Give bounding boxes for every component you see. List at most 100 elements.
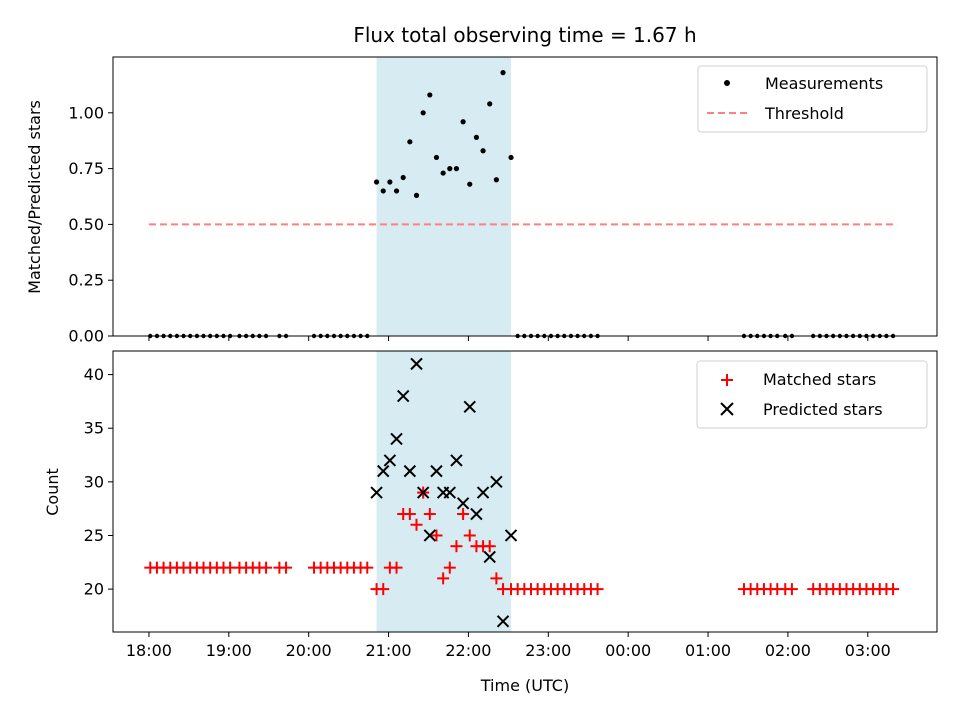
predicted-star-point — [410, 357, 423, 371]
matched-star-point — [430, 529, 443, 542]
top-legend-box — [697, 65, 928, 133]
predicted-star-point — [504, 529, 518, 542]
predicted-star-point — [396, 389, 410, 403]
bottom-legend-box — [696, 360, 928, 429]
top-axes-frame — [112, 56, 938, 337]
predicted-star-point — [463, 400, 476, 413]
x-tick-label: 19:00 — [206, 641, 252, 660]
x-tick-label: 23:00 — [525, 641, 571, 660]
legend-measurements-label: Measurements — [765, 74, 883, 93]
matched-star-point — [483, 540, 496, 553]
matched-star-point — [490, 572, 503, 585]
predicted-star-point — [370, 486, 383, 499]
matched-star-point — [280, 561, 293, 574]
legend-measurements-marker — [724, 80, 730, 86]
legend-predicted-label: Predicted stars — [763, 400, 883, 419]
x-tick-label: 03:00 — [845, 641, 891, 660]
matched-star-point — [457, 508, 470, 521]
bottom-marks — [144, 357, 900, 628]
matched-star-point — [591, 583, 604, 596]
matched-star-point — [463, 529, 476, 542]
top-shaded-span — [376, 57, 512, 336]
top-y-tick-label: 0.00 — [68, 327, 104, 346]
predicted-star-point — [483, 550, 496, 564]
measurement-point — [493, 177, 499, 183]
top-axes: 0.00 0.25 0.50 0.75 1.00 Flux total observin… — [25, 23, 938, 346]
bottom-axes-frame — [112, 350, 938, 633]
measurement-point — [473, 134, 480, 140]
predicted-star-point — [403, 464, 417, 478]
matched-star-point — [450, 540, 463, 553]
matched-star-point — [437, 572, 450, 585]
measurement-point — [413, 192, 420, 198]
measurement-point — [407, 139, 413, 145]
top-y-tick-label: 0.25 — [68, 271, 104, 290]
measurement-point — [420, 110, 426, 116]
matched-star-point — [423, 508, 436, 521]
matched-star-point — [887, 583, 900, 596]
measurement-point — [453, 166, 460, 172]
predicted-star-point — [377, 464, 390, 478]
bottom-y-axis-label: Count — [43, 468, 62, 516]
x-tick-label: 21:00 — [365, 641, 411, 660]
predicted-star-point — [470, 507, 483, 521]
measurement-point — [508, 154, 514, 161]
top-legend: Measurements Threshold — [697, 65, 928, 133]
measurement-point — [393, 188, 400, 194]
x-axis-label: Time (UTC) — [480, 676, 569, 695]
measurement-point — [467, 181, 473, 187]
top-x-ticks — [148, 336, 869, 341]
bottom-y-ticks: 20 25 30 35 40 — [84, 365, 113, 599]
predicted-star-point — [476, 486, 490, 499]
measurement-point — [487, 101, 493, 107]
bottom-axes: 20 25 30 35 40 18:00 19:00 20:00 21:00 22:00 23:0… — [43, 350, 938, 695]
measurement-point — [480, 148, 486, 154]
predicted-star-point — [423, 529, 437, 542]
matched-star-point — [377, 583, 390, 596]
x-tick-label: 20:00 — [286, 641, 332, 660]
predicted-star-point — [390, 432, 403, 446]
bottom-y-tick-label: 25 — [84, 526, 104, 545]
legend-matched-label: Matched stars — [763, 370, 876, 389]
top-y-tick-label: 0.75 — [68, 159, 104, 178]
matched-star-point — [361, 561, 374, 574]
bottom-y-tick-label: 35 — [84, 419, 104, 438]
x-tick-label: 02:00 — [765, 641, 811, 660]
matched-star-point — [505, 583, 518, 596]
predicted-star-point — [383, 454, 397, 467]
predicted-star-point — [456, 497, 470, 510]
measurement-point — [447, 166, 453, 172]
top-y-axis-label: Matched/Predicted stars — [25, 100, 44, 294]
matched-star-point — [443, 561, 456, 574]
x-tick-label: 01:00 — [685, 641, 731, 660]
chart-title: Flux total observing time = 1.67 h — [353, 23, 696, 47]
predicted-star-point — [490, 475, 503, 489]
legend-predicted-marker — [720, 402, 734, 416]
predicted-star-point — [496, 615, 510, 628]
x-tick-label: 00:00 — [605, 641, 651, 660]
predicted-star-point — [416, 486, 430, 499]
matched-star-point — [785, 583, 798, 596]
matched-star-point — [410, 518, 423, 531]
measurement-point — [373, 179, 380, 185]
top-y-tick-label: 1.00 — [68, 103, 104, 122]
bottom-y-tick-label: 30 — [84, 472, 104, 491]
measurement-point — [433, 154, 440, 161]
bottom-y-tick-label: 40 — [84, 365, 104, 384]
measurement-point — [427, 92, 433, 98]
x-tick-label: 18:00 — [126, 641, 172, 660]
bottom-legend: Matched stars Predicted stars — [696, 360, 928, 429]
measurement-point — [400, 174, 406, 181]
x-tick-label: 22:00 — [445, 641, 491, 660]
predicted-star-point — [450, 454, 463, 467]
measurement-point — [460, 119, 466, 125]
measurement-point — [440, 170, 446, 176]
matched-star-point — [390, 561, 403, 574]
top-y-ticks: 0.00 0.25 0.50 0.75 1.00 — [68, 103, 113, 346]
bottom-x-ticks: 18:00 19:00 20:00 21:00 22:00 23:00 00:00 01:00… — [126, 632, 891, 660]
legend-matched-marker — [721, 374, 733, 386]
predicted-star-point — [430, 464, 443, 478]
measurement-point — [380, 188, 386, 194]
top-y-tick-label: 0.50 — [68, 215, 104, 234]
